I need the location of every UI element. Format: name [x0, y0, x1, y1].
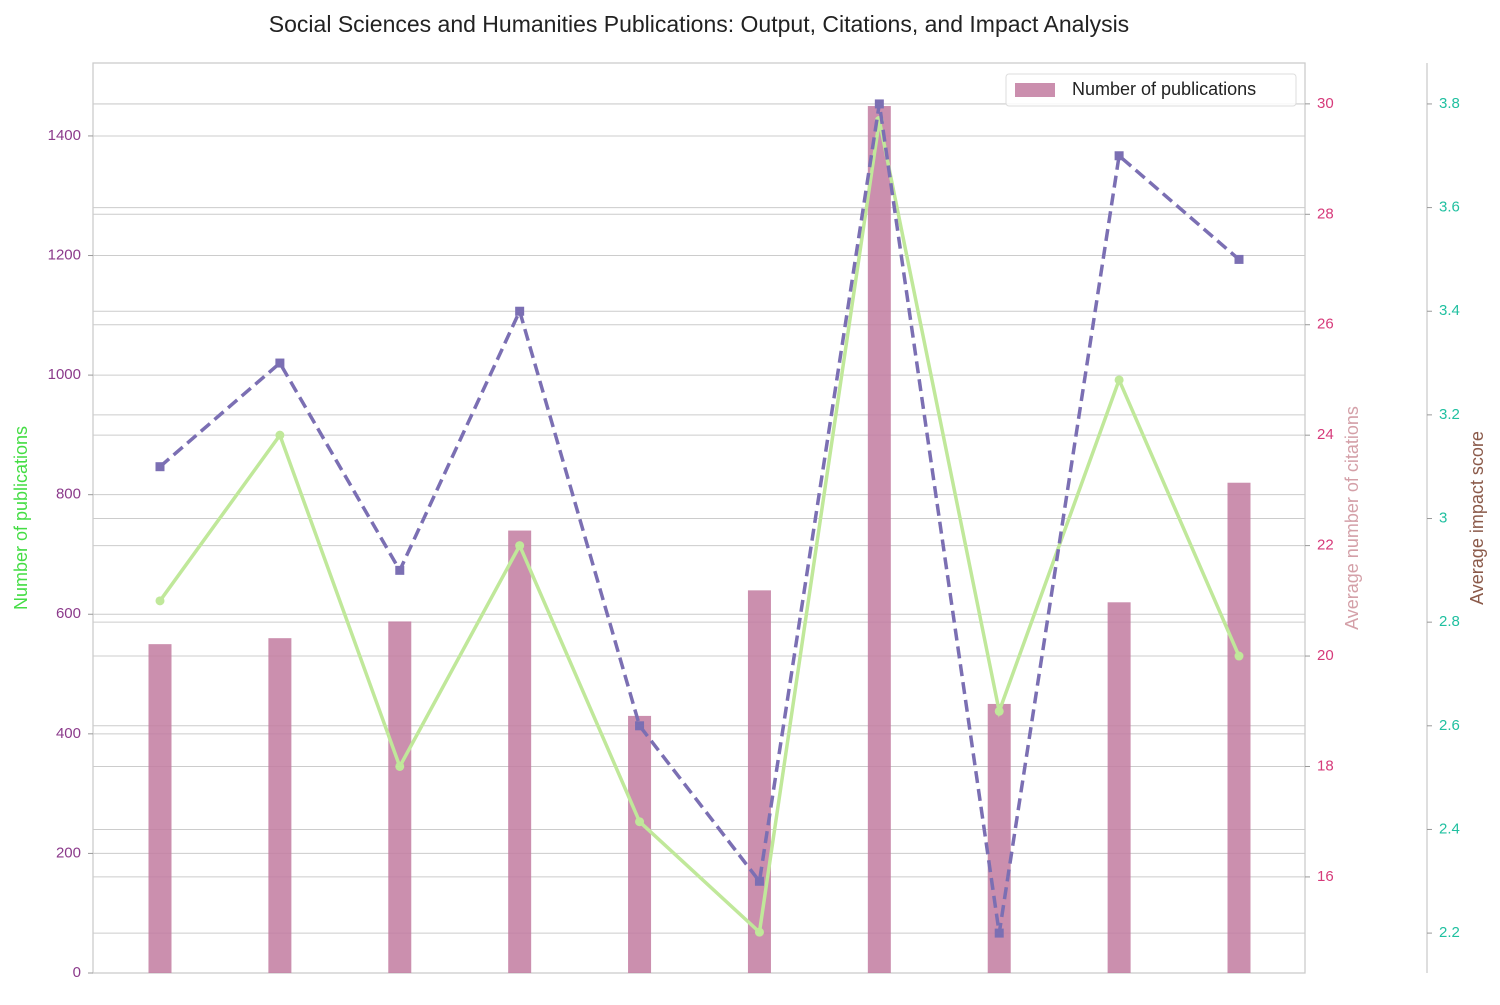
- marker: [635, 721, 645, 731]
- line: [158, 120, 1241, 936]
- legend-swatch: [1015, 83, 1055, 97]
- legend-label: Number of publications: [1072, 79, 1256, 99]
- marker: [155, 596, 165, 606]
- chart-title: Social Sciences and Humanities Publicati…: [269, 11, 1129, 37]
- marker: [155, 462, 165, 472]
- y-tick-label: 0: [73, 964, 81, 981]
- y-tick-label: 1200: [48, 246, 81, 263]
- marker: [635, 817, 645, 827]
- plot-frame: [92, 62, 1306, 974]
- y2-tick-label: 28: [1317, 205, 1334, 222]
- y3-tick-label: 3.4: [1439, 302, 1460, 319]
- y-tick-label: 1000: [48, 366, 81, 383]
- bar: [508, 530, 532, 973]
- y-tick-label: 400: [56, 725, 81, 742]
- dashed-line: [158, 103, 1241, 934]
- bar: [148, 644, 172, 973]
- y2-tick-label: 18: [1317, 757, 1334, 774]
- y3-tick-label: 3.2: [1439, 406, 1460, 423]
- marker: [874, 99, 884, 109]
- y2-tick-label: 20: [1317, 647, 1334, 664]
- marker: [1114, 375, 1124, 385]
- y-axis-label: Number of publications: [11, 426, 31, 610]
- y3-tick-label: 3.6: [1439, 199, 1460, 216]
- y3-tick-label: 2.6: [1439, 717, 1460, 734]
- y-tick-label: 1400: [48, 127, 81, 144]
- legend-box: [1005, 73, 1297, 107]
- y3-tick-label: 2.4: [1439, 820, 1460, 837]
- marker: [1234, 254, 1244, 264]
- marker: [275, 430, 285, 440]
- bar: [867, 106, 891, 973]
- y3-tick-label: 2.2: [1439, 924, 1460, 941]
- y2-tick-label: 16: [1317, 868, 1334, 885]
- marker: [994, 928, 1004, 938]
- marker: [1234, 651, 1244, 661]
- y-tick-label: 600: [56, 605, 81, 622]
- bar: [388, 621, 412, 973]
- bar: [1107, 602, 1131, 973]
- bar: [628, 715, 652, 973]
- y3-axis-label: Average impact score: [1467, 431, 1487, 605]
- marker: [754, 927, 764, 937]
- bar: [1227, 482, 1251, 973]
- bar: [268, 638, 292, 973]
- bar: [747, 590, 771, 973]
- y2-tick-label: 22: [1317, 537, 1334, 554]
- y-tick-label: 800: [56, 486, 81, 503]
- y3-tick-label: 2.8: [1439, 613, 1460, 630]
- y2-tick-label: 30: [1317, 95, 1334, 112]
- y2-tick-label: 24: [1317, 426, 1334, 443]
- y-tick-label: 200: [56, 844, 81, 861]
- y2-axis-label: Average number of citations: [1342, 406, 1362, 630]
- y3-tick-label: 3: [1439, 509, 1447, 526]
- y2-tick-label: 26: [1317, 316, 1334, 333]
- y3-tick-label: 3.8: [1439, 95, 1460, 112]
- marker: [395, 761, 405, 771]
- marker: [395, 565, 405, 575]
- marker: [515, 306, 525, 316]
- marker: [515, 541, 525, 551]
- marker: [275, 358, 285, 368]
- marker: [754, 876, 764, 886]
- marker: [1114, 151, 1124, 161]
- marker: [994, 706, 1004, 716]
